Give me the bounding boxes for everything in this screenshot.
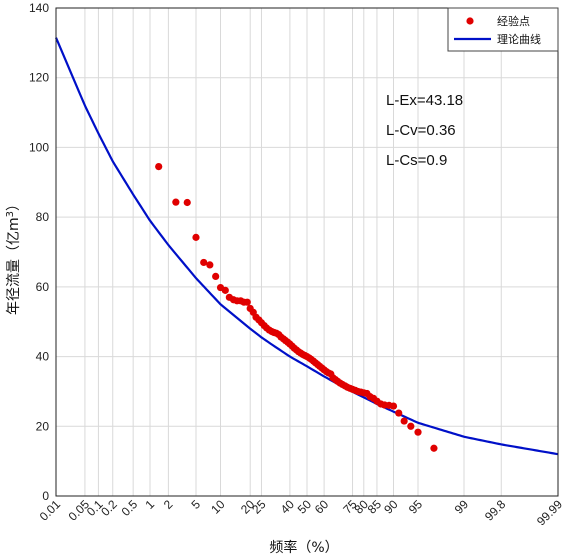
empirical-points-layer <box>155 163 438 452</box>
legend-box <box>447 7 559 52</box>
x-tick-label: 5 <box>188 497 203 512</box>
legend-marker-points <box>466 17 474 25</box>
x-tick-label: 2 <box>161 497 176 512</box>
empirical-point <box>395 409 403 417</box>
empirical-point <box>407 422 415 430</box>
x-tick-label: 0.5 <box>119 497 141 519</box>
x-tick-label: 0.2 <box>98 497 120 519</box>
annotation-cv: L-Cv=0.36 <box>386 122 456 139</box>
y-axis-title-sup: 3 <box>5 211 16 217</box>
x-tick-label: 10 <box>208 497 228 517</box>
empirical-point <box>389 402 398 410</box>
empirical-point <box>243 298 251 306</box>
y-tick-label: 40 <box>36 350 50 364</box>
y-axis-title-main: 年径流量（亿m <box>6 217 22 315</box>
empirical-point <box>172 198 180 206</box>
y-tick-label: 80 <box>36 210 50 224</box>
x-tick-label: 99.8 <box>482 497 509 524</box>
empirical-point <box>400 417 408 425</box>
y-axis-title-end: ） <box>6 197 22 211</box>
annotation-ex: L-Ex=43.18 <box>386 92 463 109</box>
x-tick-label: 25 <box>249 497 269 517</box>
y-tick-label: 140 <box>29 1 49 15</box>
y-tick-label: 0 <box>42 489 49 503</box>
x-tick-label: 99 <box>452 497 472 517</box>
y-tick-labels: 0 20 40 60 80 100 120 140 <box>29 1 49 503</box>
empirical-point <box>221 286 229 294</box>
empirical-point <box>212 272 220 280</box>
empirical-point <box>183 198 191 207</box>
x-tick-label: 99.99 <box>534 497 565 528</box>
theory-curve-layer <box>54 37 559 456</box>
y-axis-title: 年径流量（亿m3） <box>5 197 23 315</box>
empirical-point <box>155 163 163 171</box>
theory-curve-line <box>54 37 559 456</box>
x-tick-label: 90 <box>381 497 401 517</box>
empirical-point <box>192 233 200 241</box>
y-tick-label: 100 <box>29 140 49 154</box>
y-tick-label: 120 <box>29 71 49 85</box>
x-tick-label: 0.01 <box>37 497 64 524</box>
empirical-point <box>430 444 438 452</box>
plot-frame <box>55 7 559 497</box>
x-axis-title: 频率（%） <box>269 539 338 556</box>
x-tick-label: 95 <box>406 497 426 517</box>
legend-label-points: 经验点 <box>497 14 530 28</box>
x-tick-label: 1 <box>142 497 157 512</box>
legend-label-curve: 理论曲线 <box>497 32 541 46</box>
x-tick-label: 60 <box>312 497 332 517</box>
empirical-point <box>200 258 208 267</box>
legend: 经验点 理论曲线 <box>447 7 559 52</box>
y-tick-label: 60 <box>36 280 50 294</box>
empirical-point <box>414 428 422 436</box>
empirical-point <box>206 261 214 269</box>
grid-lines <box>55 7 559 497</box>
annotation-cs: L-Cs=0.9 <box>386 152 447 169</box>
y-tick-label: 20 <box>36 419 50 433</box>
